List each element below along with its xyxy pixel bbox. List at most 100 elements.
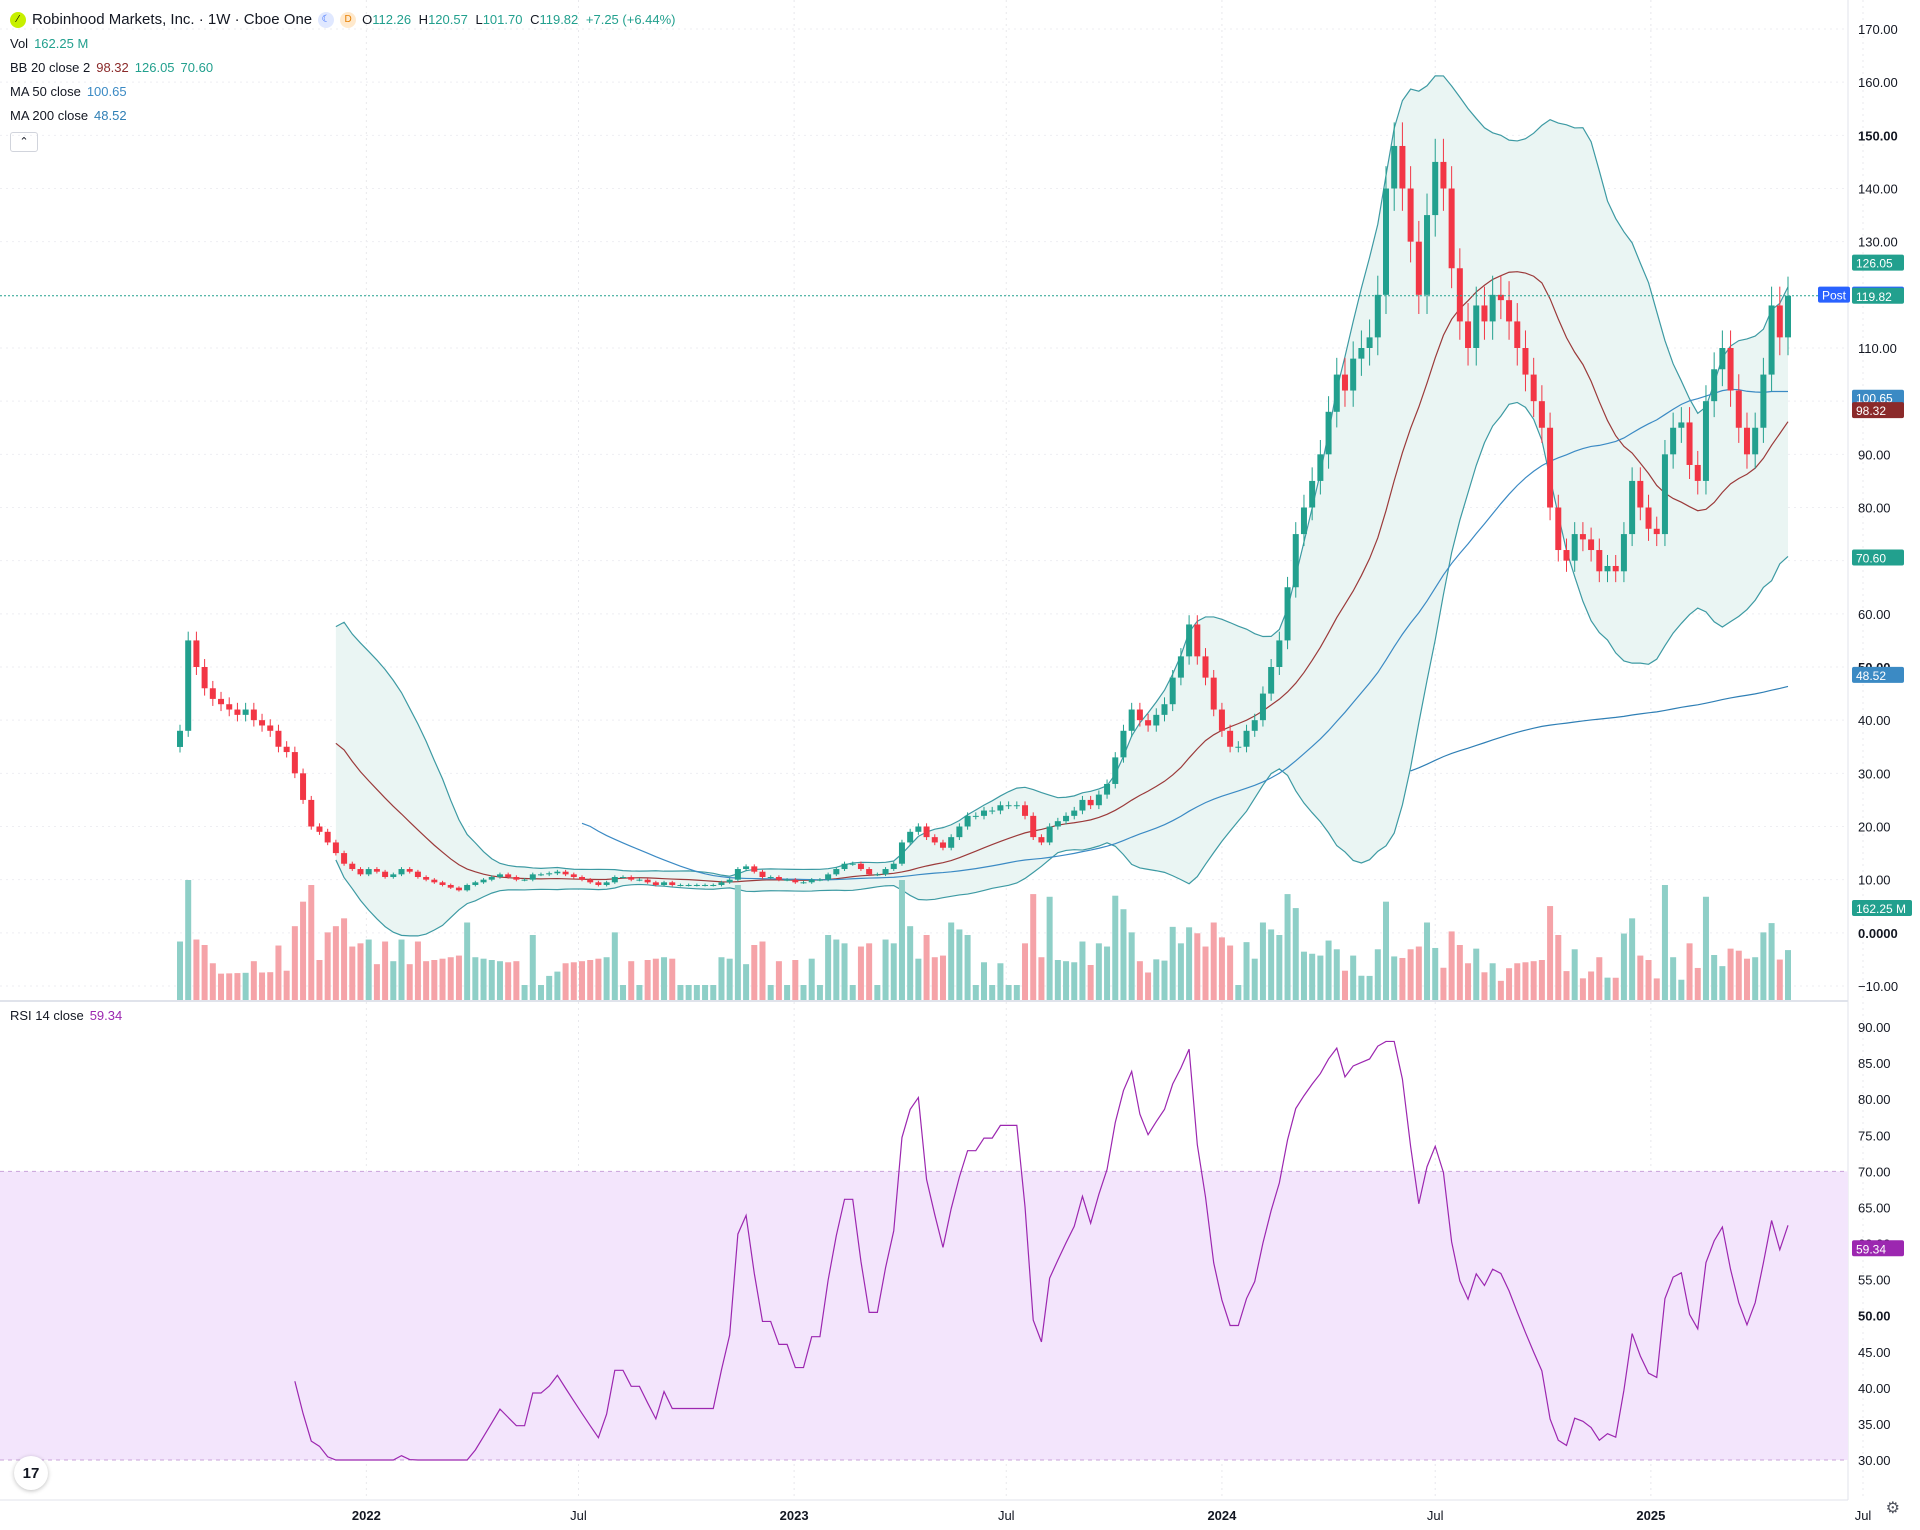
candle-body bbox=[1555, 507, 1562, 551]
volume-bar bbox=[1022, 943, 1029, 1000]
volume-bar bbox=[513, 961, 520, 1000]
volume-bar bbox=[1407, 949, 1414, 1000]
candle-body bbox=[1153, 714, 1160, 726]
volume-bar bbox=[693, 985, 700, 1000]
volume-bar bbox=[882, 939, 889, 1000]
volume-bar bbox=[931, 957, 938, 1000]
rsi-axis-label: 30.00 bbox=[1858, 1453, 1891, 1468]
volume-bar bbox=[1235, 985, 1242, 1000]
candle-body bbox=[234, 709, 241, 715]
candle-body bbox=[398, 869, 405, 875]
candle-body bbox=[1743, 427, 1750, 455]
volume-bar bbox=[1186, 927, 1193, 1000]
legend-ma200[interactable]: MA 200 close 48.52 bbox=[10, 108, 127, 123]
volume-bar bbox=[866, 943, 873, 1000]
candle-body bbox=[513, 877, 520, 880]
volume-bar bbox=[283, 970, 290, 1000]
market-closed-icon[interactable]: ☾ bbox=[318, 12, 335, 28]
price-axis-label: 140.00 bbox=[1858, 182, 1898, 197]
legend-ma50[interactable]: MA 50 close 100.65 bbox=[10, 84, 127, 99]
volume-bar bbox=[677, 985, 684, 1000]
volume-bar bbox=[1333, 949, 1340, 1000]
volume-bar bbox=[661, 957, 668, 1000]
candle-body bbox=[677, 884, 684, 886]
candle-body bbox=[1079, 799, 1086, 811]
volume-bar bbox=[226, 973, 233, 1000]
candle-body bbox=[1136, 709, 1143, 721]
candle-body bbox=[1604, 565, 1611, 572]
volume-bar bbox=[1415, 946, 1422, 1000]
candle-body bbox=[431, 879, 438, 883]
collapse-legend-button[interactable]: ⌃ bbox=[10, 132, 38, 152]
candle-body bbox=[767, 877, 774, 879]
candle-body bbox=[890, 863, 897, 870]
delayed-data-icon[interactable]: D bbox=[340, 12, 357, 28]
candle-body bbox=[1104, 783, 1111, 795]
rsi-tag: 59.34 bbox=[1856, 1242, 1886, 1256]
candle-body bbox=[800, 882, 807, 884]
candle-body bbox=[1440, 161, 1447, 189]
volume-bar bbox=[218, 973, 225, 1000]
candle-body bbox=[972, 815, 979, 817]
legend-vol[interactable]: Vol 162.25 M bbox=[10, 36, 89, 51]
volume-bar bbox=[250, 961, 257, 1000]
volume-bar bbox=[529, 935, 536, 1000]
candle-body bbox=[1530, 374, 1537, 402]
symbol-title[interactable]: Robinhood Markets, Inc. · 1W · Cboe One bbox=[32, 11, 313, 28]
candle-body bbox=[1350, 358, 1357, 391]
volume-bar bbox=[915, 958, 922, 1000]
legend-bb[interactable]: BB 20 close 2 98.32 126.05 70.60 bbox=[10, 60, 214, 75]
candle-body bbox=[1202, 656, 1209, 678]
candle-body bbox=[300, 773, 307, 800]
volume-bar bbox=[1571, 949, 1578, 1000]
candle-body bbox=[956, 826, 963, 838]
candle-body bbox=[267, 725, 274, 731]
volume-bar bbox=[628, 961, 635, 1000]
last-price-tag: 119.82 bbox=[1856, 290, 1892, 304]
candle-body bbox=[226, 704, 233, 710]
candle-body bbox=[1514, 321, 1521, 348]
volume-bar bbox=[669, 958, 676, 1000]
volume-bar bbox=[603, 957, 610, 1000]
volume-bar bbox=[1596, 957, 1603, 1000]
candle-body bbox=[1317, 454, 1324, 481]
volume-bar bbox=[857, 946, 864, 1000]
candle-body bbox=[652, 882, 659, 885]
candle-body bbox=[1292, 534, 1299, 588]
candle-body bbox=[365, 869, 372, 875]
volume-bar bbox=[291, 926, 298, 1000]
symbol-row: ⁄ Robinhood Markets, Inc. · 1W · Cboe On… bbox=[10, 8, 680, 32]
rsi-legend[interactable]: RSI 14 close 59.34 bbox=[10, 1008, 123, 1023]
volume-bar bbox=[193, 939, 200, 1000]
volume-bar bbox=[1292, 908, 1299, 1000]
volume-bar bbox=[464, 922, 471, 1000]
gear-icon[interactable]: ⚙ bbox=[1885, 1500, 1900, 1517]
candle-body bbox=[423, 877, 430, 880]
candle-body bbox=[1711, 369, 1718, 402]
volume-bar bbox=[743, 964, 750, 1000]
candle-body bbox=[382, 871, 389, 878]
volume-bar bbox=[825, 935, 832, 1000]
rsi-axis-label: 65.00 bbox=[1858, 1200, 1891, 1215]
volume-bar bbox=[1104, 946, 1111, 1000]
volume-bar bbox=[554, 971, 561, 1000]
candle-body bbox=[833, 869, 840, 875]
rsi-axis-label: 55.00 bbox=[1858, 1273, 1891, 1288]
volume-bar bbox=[1563, 971, 1570, 1000]
volume-bar bbox=[1653, 978, 1660, 1000]
candle-body bbox=[349, 863, 356, 870]
volume-bar bbox=[1702, 896, 1709, 1000]
candle-body bbox=[1038, 837, 1045, 843]
volume-bar bbox=[1120, 909, 1127, 1000]
candle-body bbox=[439, 882, 446, 885]
tradingview-logo-icon[interactable]: 17 bbox=[14, 1456, 48, 1490]
close-value: 119.82 bbox=[539, 12, 579, 27]
candle-body bbox=[1465, 321, 1472, 348]
candle-body bbox=[743, 866, 750, 870]
volume-bar bbox=[792, 960, 799, 1000]
rsi-axis-label: 40.00 bbox=[1858, 1381, 1891, 1396]
price-axis-label: 90.00 bbox=[1858, 447, 1891, 462]
candle-body bbox=[734, 869, 741, 880]
candle-body bbox=[1637, 480, 1644, 508]
